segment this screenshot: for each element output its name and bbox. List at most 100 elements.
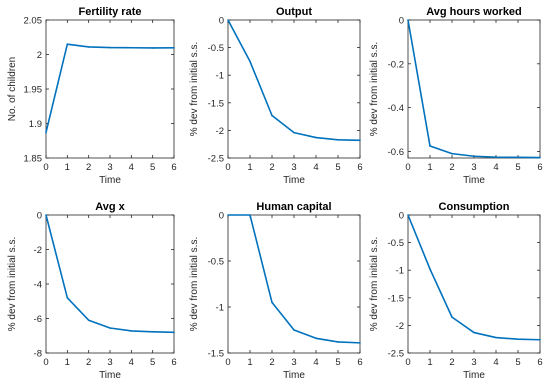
data-point bbox=[359, 139, 361, 142]
axes-box bbox=[407, 19, 541, 159]
x-tick-label: 6 bbox=[357, 162, 362, 173]
x-axis-label: Time bbox=[283, 370, 305, 381]
data-point bbox=[315, 136, 317, 139]
data-point bbox=[45, 214, 47, 216]
x-tick-label: 2 bbox=[269, 357, 274, 368]
y-tick-label: -0.5 bbox=[388, 238, 404, 249]
axes-box bbox=[227, 19, 361, 159]
x-tick-label: 5 bbox=[150, 357, 155, 368]
x-tick-label: 5 bbox=[515, 357, 520, 368]
x-tick-label: 1 bbox=[247, 162, 252, 173]
data-point bbox=[227, 19, 229, 21]
x-tick-label: 0 bbox=[405, 162, 410, 173]
x-tick-label: 0 bbox=[43, 162, 48, 173]
x-tick-label: 1 bbox=[427, 357, 432, 368]
data-point bbox=[173, 47, 175, 49]
data-point bbox=[130, 46, 133, 49]
data-point bbox=[293, 329, 295, 331]
subplot-title: Output bbox=[276, 6, 312, 18]
y-tick-label: -6 bbox=[34, 314, 42, 325]
x-tick-label: 3 bbox=[471, 357, 476, 368]
x-tick-label: 4 bbox=[493, 357, 498, 368]
x-tick-label: 0 bbox=[43, 357, 48, 368]
x-tick-label: 3 bbox=[291, 162, 296, 173]
y-tick-label: -0.2 bbox=[388, 59, 404, 70]
x-tick-label: 2 bbox=[449, 162, 454, 173]
y-tick-label: -8 bbox=[34, 349, 42, 360]
data-point bbox=[87, 46, 90, 48]
y-tick-label: 0 bbox=[37, 211, 42, 222]
data-point bbox=[271, 301, 273, 304]
axes-box bbox=[407, 214, 541, 354]
data-point bbox=[151, 47, 154, 49]
data-point bbox=[173, 331, 175, 334]
y-tick-label: 2 bbox=[37, 50, 42, 61]
x-tick-label: 6 bbox=[171, 357, 176, 368]
subplot-title: Consumption bbox=[439, 201, 510, 213]
x-tick-label: 5 bbox=[515, 162, 520, 173]
y-tick-label: -0.5 bbox=[208, 257, 224, 268]
x-tick-label: 5 bbox=[335, 357, 340, 368]
axes-box bbox=[45, 19, 175, 159]
data-point bbox=[539, 156, 541, 159]
x-tick-label: 0 bbox=[405, 357, 410, 368]
x-axis-label: Time bbox=[463, 175, 485, 186]
data-point bbox=[66, 43, 69, 45]
data-point bbox=[130, 330, 133, 332]
data-point bbox=[45, 131, 47, 134]
y-tick-label: -2.5 bbox=[208, 154, 224, 165]
data-point bbox=[337, 341, 339, 343]
x-tick-label: 2 bbox=[449, 357, 454, 368]
data-point bbox=[109, 327, 111, 329]
x-tick-label: 4 bbox=[493, 162, 498, 173]
y-tick-label: 0 bbox=[219, 16, 224, 27]
data-point bbox=[271, 114, 273, 117]
y-tick-label: -1 bbox=[216, 303, 224, 314]
data-point bbox=[517, 338, 519, 341]
data-point bbox=[429, 145, 431, 147]
data-point bbox=[249, 60, 251, 63]
y-tick-label: -4 bbox=[34, 280, 42, 291]
x-tick-label: 6 bbox=[537, 162, 542, 173]
x-axis-label: Time bbox=[99, 370, 121, 381]
x-axis-label: Time bbox=[283, 175, 305, 186]
x-tick-label: 4 bbox=[129, 162, 134, 173]
y-axis-label: % dev from initial s.s. bbox=[369, 42, 380, 136]
y-tick-label: -1.5 bbox=[208, 349, 224, 360]
subplot-3: 0 1 2 3 4 5 6 -0.6 -0.4 -0.2 0 Avg hours worked Time… bbox=[369, 6, 543, 186]
subplot-2: 0 1 2 3 4 5 6 -2.5 -2 -1.5 -1 -0.5 0 Output Time % dev … bbox=[189, 6, 363, 186]
x-tick-label: 1 bbox=[65, 162, 70, 173]
data-point bbox=[315, 337, 317, 340]
x-axis-label: Time bbox=[99, 175, 121, 186]
y-tick-label: -1.5 bbox=[388, 293, 404, 304]
y-axis-label: No. of children bbox=[7, 57, 18, 121]
y-tick-label: -2.5 bbox=[388, 349, 404, 360]
data-point bbox=[151, 330, 154, 333]
data-point bbox=[109, 46, 111, 49]
x-tick-label: 3 bbox=[107, 162, 112, 173]
data-point bbox=[293, 131, 295, 134]
x-tick-label: 0 bbox=[225, 357, 230, 368]
y-tick-label: 1.95 bbox=[24, 85, 43, 96]
y-tick-label: -2 bbox=[396, 321, 404, 332]
x-tick-label: 5 bbox=[150, 162, 155, 173]
y-tick-label: -0.5 bbox=[208, 43, 224, 54]
data-point bbox=[517, 156, 519, 159]
subplot-5: 0 1 2 3 4 5 6 -1.5 -1 -0.5 0 Human capital Time % dev… bbox=[189, 201, 363, 381]
x-tick-label: 1 bbox=[65, 357, 70, 368]
y-tick-label: -2 bbox=[34, 245, 42, 256]
x-tick-label: 4 bbox=[129, 357, 134, 368]
y-tick-label: -0.6 bbox=[388, 147, 404, 158]
data-point bbox=[407, 19, 409, 21]
x-tick-label: 4 bbox=[313, 357, 318, 368]
data-point bbox=[407, 214, 409, 216]
x-tick-label: 2 bbox=[86, 162, 91, 173]
x-tick-label: 2 bbox=[269, 162, 274, 173]
subplot-title: Fertility rate bbox=[79, 6, 142, 18]
data-point bbox=[473, 331, 475, 334]
x-tick-label: 4 bbox=[313, 162, 318, 173]
x-tick-label: 1 bbox=[427, 162, 432, 173]
y-tick-label: -2 bbox=[216, 126, 224, 137]
data-point bbox=[66, 297, 69, 299]
